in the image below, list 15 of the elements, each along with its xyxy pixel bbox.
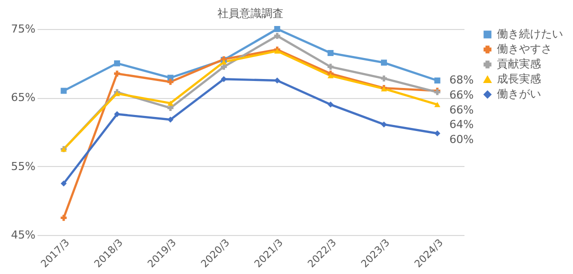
data-label: 60% <box>449 133 474 146</box>
chart-title: 社員意識調査 <box>218 7 284 20</box>
data-label: 68% <box>449 74 474 86</box>
legend-label: 働きやすさ <box>497 42 552 56</box>
legend-label: 貢献実感 <box>497 58 541 70</box>
data-label: 66% <box>449 88 474 102</box>
y-tick-label: 45% <box>11 228 36 242</box>
data-label: 66% <box>449 103 474 116</box>
legend-label: 働きがい <box>497 88 541 100</box>
data-label: 64% <box>449 118 474 132</box>
legend-label: 成長実感 <box>497 72 541 86</box>
y-tick-label: 75% <box>11 22 36 36</box>
y-tick-label: 55% <box>11 160 36 173</box>
y-tick-label: 65% <box>11 91 36 104</box>
legend-label: 働き続けたい <box>497 28 563 40</box>
